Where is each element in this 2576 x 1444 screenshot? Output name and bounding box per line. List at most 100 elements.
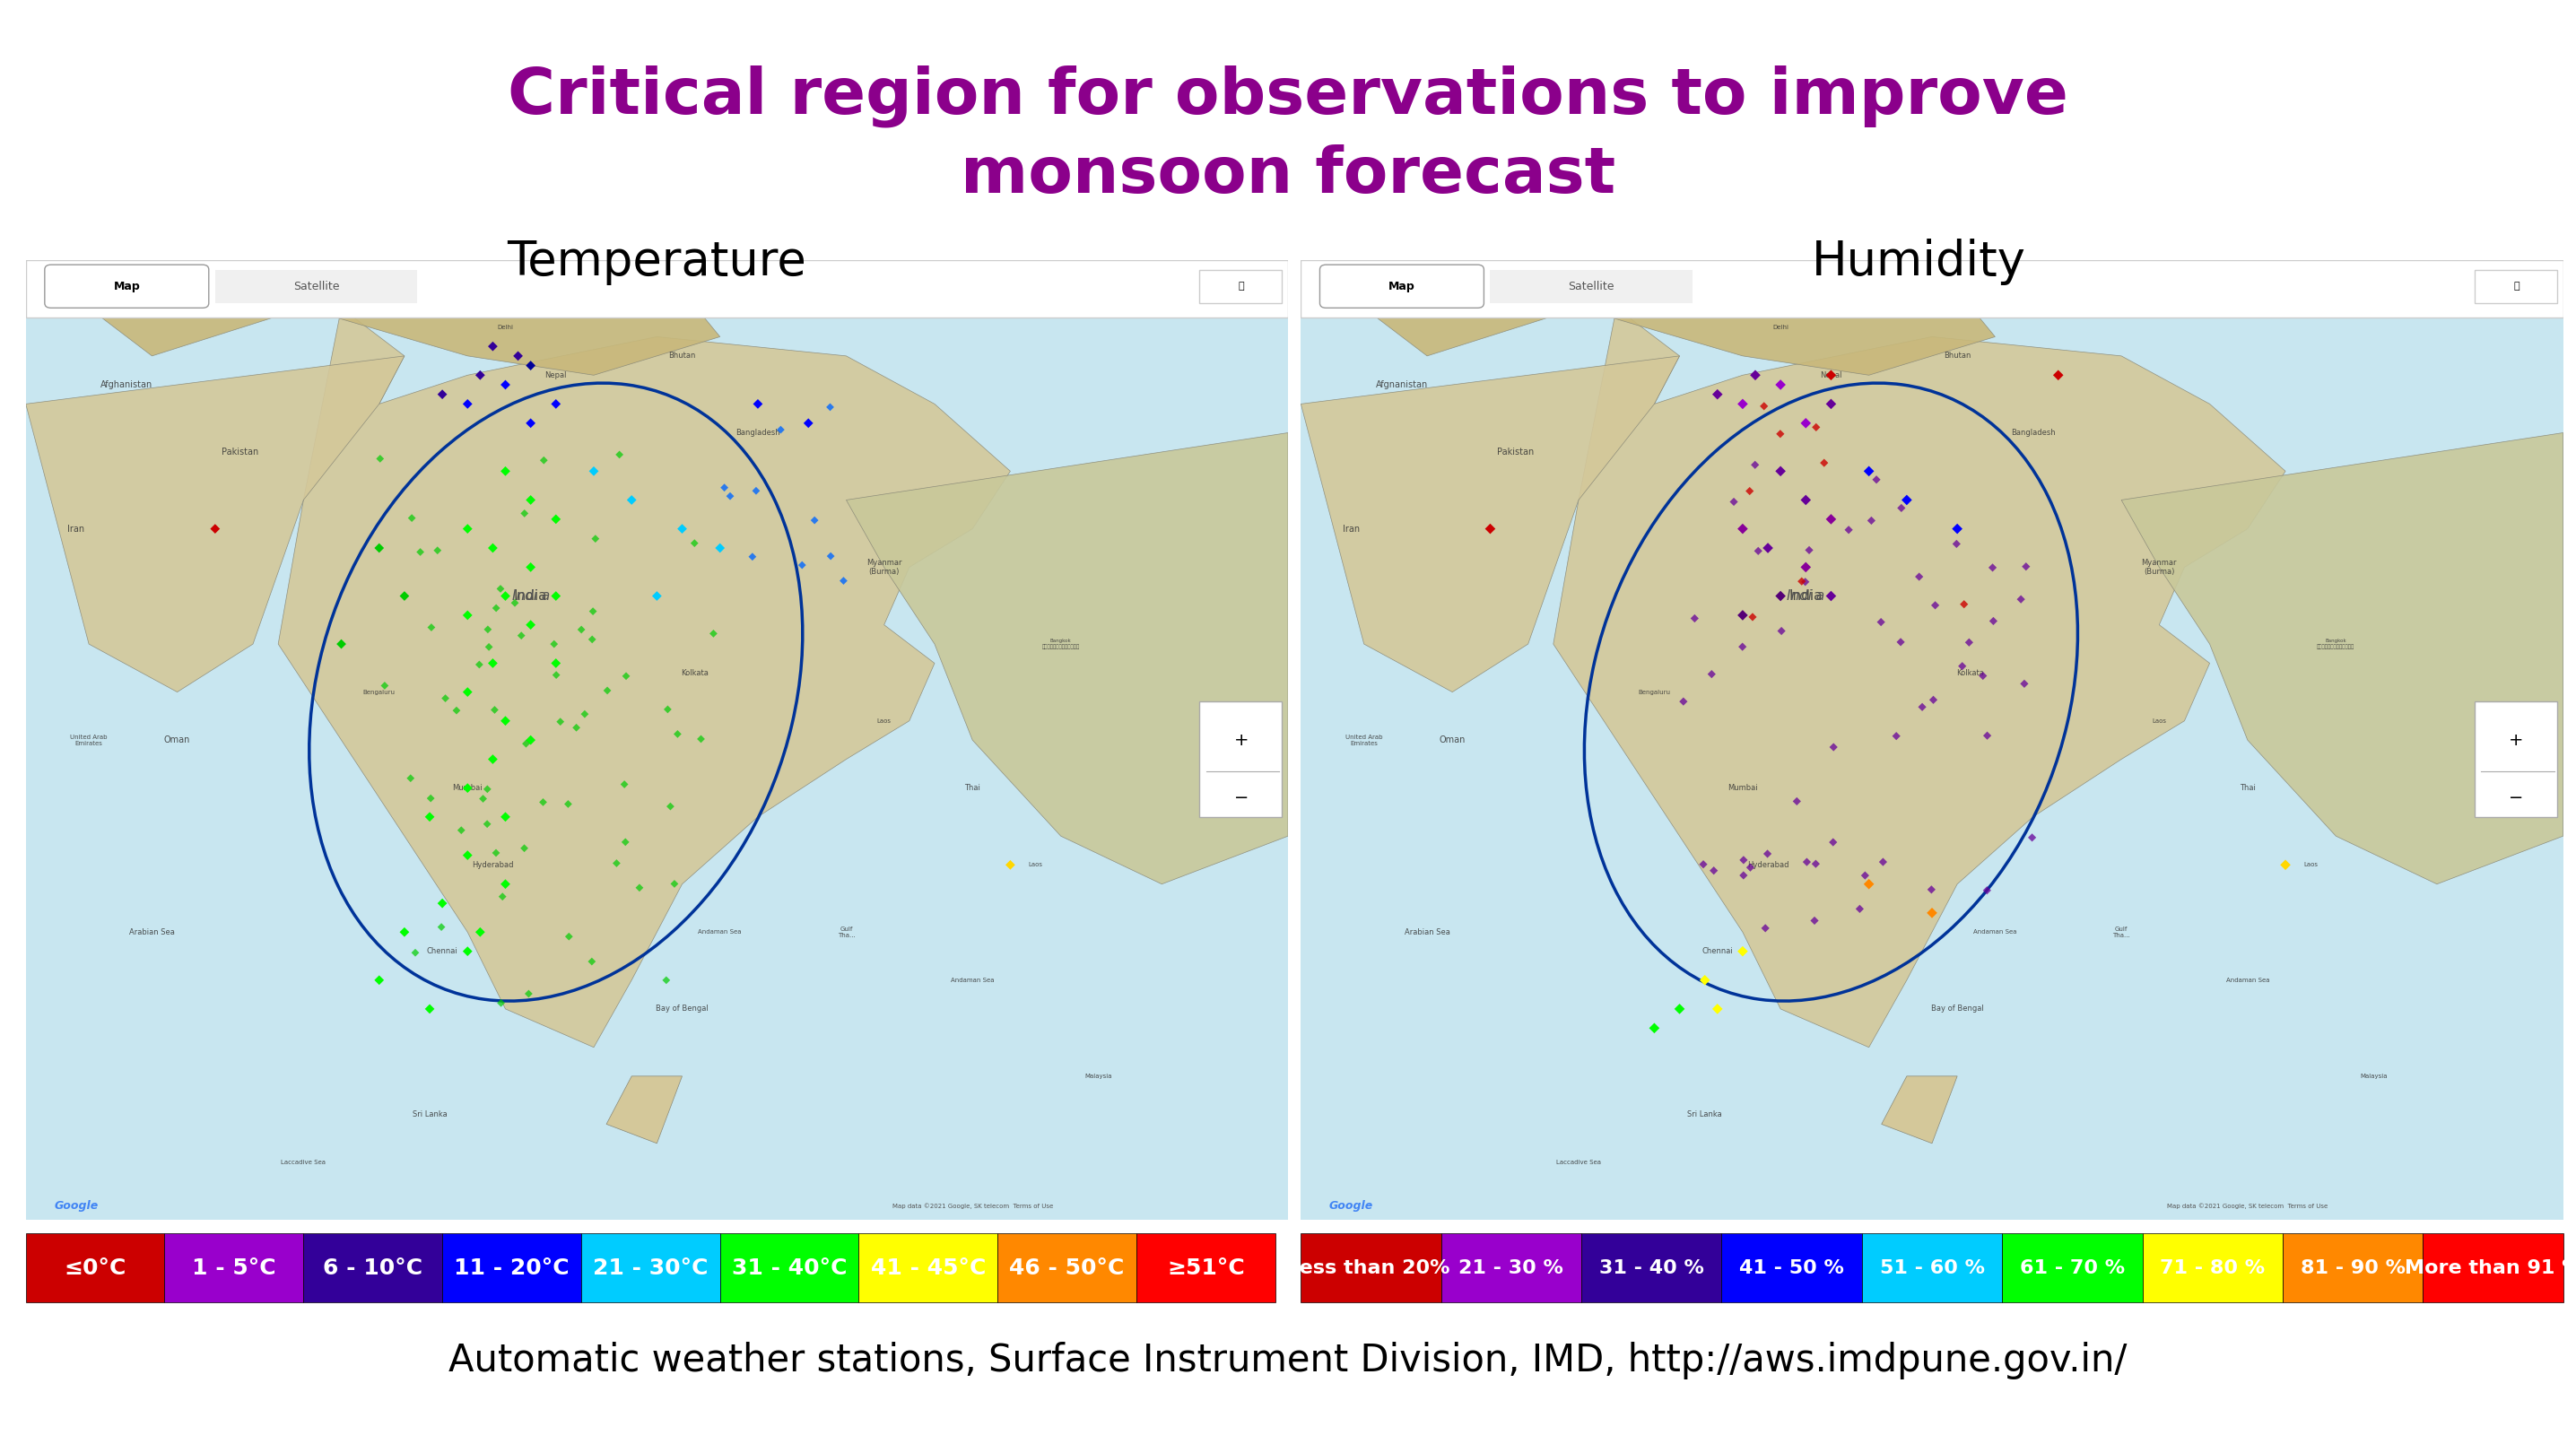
Text: Laos: Laos [876, 718, 891, 723]
Point [1762, 619, 1803, 643]
Point [1731, 605, 1772, 628]
Point [1899, 565, 1940, 588]
Point [1713, 491, 1754, 514]
Point [1911, 878, 1953, 901]
Point [425, 687, 466, 710]
Text: 31 - 40°C: 31 - 40°C [732, 1258, 848, 1278]
Point [647, 969, 688, 992]
Text: 31 - 40 %: 31 - 40 % [1600, 1259, 1703, 1276]
Point [572, 459, 613, 482]
Point [1744, 917, 1785, 940]
Point [1788, 539, 1829, 562]
Point [1759, 373, 1801, 396]
Point [536, 651, 577, 674]
Point [603, 773, 644, 796]
Text: Sri Lanka: Sri Lanka [1687, 1110, 1723, 1119]
Point [422, 892, 464, 915]
Text: Map: Map [1388, 280, 1414, 292]
Point [459, 653, 500, 676]
Text: Arabian Sea: Arabian Sea [129, 928, 175, 936]
Text: +: + [2509, 732, 2524, 748]
Text: ⤢: ⤢ [1239, 282, 1244, 290]
Point [1468, 517, 1510, 540]
Point [459, 921, 500, 944]
Point [595, 852, 636, 875]
Text: ⤢: ⤢ [2514, 282, 2519, 290]
Point [1947, 631, 1989, 654]
Point [394, 941, 435, 965]
Point [471, 536, 513, 559]
Point [1844, 864, 1886, 887]
Text: less than 20%: less than 20% [1293, 1259, 1450, 1276]
Point [1973, 556, 2014, 579]
Polygon shape [1553, 308, 2285, 1047]
Text: 41 - 50 %: 41 - 50 % [1739, 1259, 1844, 1276]
Point [1759, 422, 1801, 445]
Point [536, 663, 577, 686]
Text: Laos: Laos [2303, 862, 2318, 868]
Point [484, 459, 526, 482]
Point [549, 793, 590, 816]
Text: Map: Map [113, 280, 139, 292]
Point [474, 699, 515, 722]
Point [1880, 497, 1922, 520]
Point [319, 632, 361, 656]
Point [1811, 393, 1852, 416]
Text: Bangladesh: Bangladesh [737, 429, 781, 436]
Point [1965, 879, 2007, 902]
Point [1901, 696, 1942, 719]
Point [781, 553, 822, 576]
Point [605, 664, 647, 687]
Text: 21 - 30°C: 21 - 30°C [592, 1258, 708, 1278]
Point [556, 716, 598, 739]
Text: Oman: Oman [165, 735, 191, 745]
Text: Indi a: Indi a [1788, 589, 1824, 602]
Point [788, 412, 829, 435]
Text: Malaysia: Malaysia [2360, 1073, 2388, 1079]
Point [1777, 790, 1819, 813]
Point [618, 877, 659, 900]
Point [1698, 998, 1739, 1021]
Point [572, 950, 613, 973]
Point [410, 806, 451, 829]
Point [708, 485, 750, 508]
Point [422, 383, 464, 406]
Point [523, 791, 564, 814]
Point [647, 697, 688, 721]
Point [1682, 853, 1723, 877]
Text: Kolkata: Kolkata [1955, 669, 1984, 677]
Point [760, 419, 801, 442]
Text: 81 - 90 %: 81 - 90 % [2300, 1259, 2406, 1276]
Point [1855, 468, 1896, 491]
Point [1734, 364, 1775, 387]
Text: ≤0°C: ≤0°C [64, 1258, 126, 1278]
Point [793, 508, 835, 531]
Point [479, 578, 520, 601]
Point [636, 585, 677, 608]
Text: Bangkok
กรุงเทพมหานคร: Bangkok กรุงเทพมหานคร [2316, 638, 2354, 650]
Point [1795, 852, 1837, 875]
Polygon shape [1880, 1076, 1958, 1144]
Text: Myanmar
(Burma): Myanmar (Burma) [2141, 559, 2177, 576]
Point [1795, 416, 1837, 439]
Point [420, 915, 461, 939]
Text: Delhi: Delhi [1772, 325, 1788, 329]
Text: Bhutan: Bhutan [1945, 352, 1971, 360]
Text: Humidity: Humidity [1811, 238, 2027, 284]
Point [446, 940, 487, 963]
Text: 41 - 45°C: 41 - 45°C [871, 1258, 987, 1278]
Text: Satellite: Satellite [294, 280, 340, 292]
Point [495, 592, 536, 615]
Text: Andaman Sea: Andaman Sea [2226, 978, 2269, 983]
Point [536, 508, 577, 531]
Point [484, 585, 526, 608]
Text: Critical region for observations to improve: Critical region for observations to impr… [507, 65, 2069, 127]
Point [675, 531, 716, 554]
Text: Laos: Laos [2151, 718, 2166, 723]
Text: Mumbai: Mumbai [1728, 784, 1757, 793]
Point [1690, 663, 1731, 686]
Point [497, 344, 538, 367]
Point [471, 335, 513, 358]
Point [662, 517, 703, 540]
Point [1914, 689, 1955, 712]
